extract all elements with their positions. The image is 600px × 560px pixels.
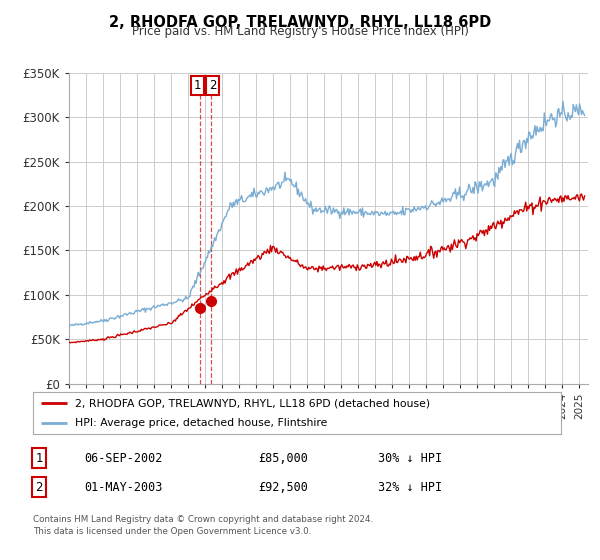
Text: 30% ↓ HPI: 30% ↓ HPI: [378, 451, 442, 465]
Text: 2: 2: [35, 480, 43, 494]
Text: 2: 2: [209, 79, 217, 92]
Text: £85,000: £85,000: [258, 451, 308, 465]
Text: 01-MAY-2003: 01-MAY-2003: [84, 480, 163, 494]
Text: £92,500: £92,500: [258, 480, 308, 494]
Text: 1: 1: [194, 79, 201, 92]
Text: 2, RHODFA GOP, TRELAWNYD, RHYL, LL18 6PD: 2, RHODFA GOP, TRELAWNYD, RHYL, LL18 6PD: [109, 15, 491, 30]
Text: Price paid vs. HM Land Registry's House Price Index (HPI): Price paid vs. HM Land Registry's House …: [131, 25, 469, 38]
Text: 1: 1: [35, 451, 43, 465]
Text: HPI: Average price, detached house, Flintshire: HPI: Average price, detached house, Flin…: [75, 418, 328, 428]
Text: 06-SEP-2002: 06-SEP-2002: [84, 451, 163, 465]
Text: This data is licensed under the Open Government Licence v3.0.: This data is licensed under the Open Gov…: [33, 528, 311, 536]
Text: Contains HM Land Registry data © Crown copyright and database right 2024.: Contains HM Land Registry data © Crown c…: [33, 515, 373, 524]
Text: 2, RHODFA GOP, TRELAWNYD, RHYL, LL18 6PD (detached house): 2, RHODFA GOP, TRELAWNYD, RHYL, LL18 6PD…: [75, 398, 430, 408]
Text: 32% ↓ HPI: 32% ↓ HPI: [378, 480, 442, 494]
